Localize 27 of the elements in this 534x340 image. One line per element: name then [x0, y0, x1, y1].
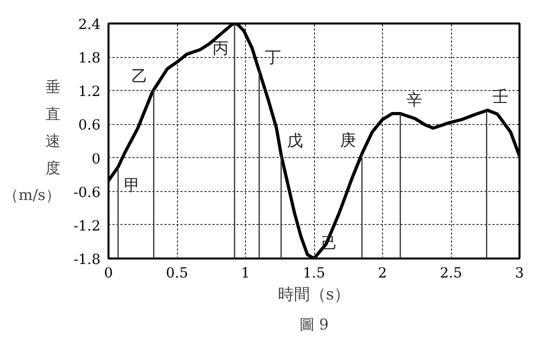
y-tick-label: -1.8 — [74, 252, 101, 268]
x-tick-label: 0.5 — [166, 266, 188, 282]
x-tick-label: 2.5 — [440, 266, 462, 282]
ref-line-label: 甲 — [124, 175, 140, 194]
x-tick-label: 2 — [378, 266, 387, 282]
x-tick-label: 3 — [515, 266, 524, 282]
x-tick-label: 1.5 — [302, 266, 326, 282]
x-axis-title: 時間（s） — [278, 284, 350, 304]
y-tick-label: 1.8 — [78, 50, 100, 67]
y-tick-label: -1.2 — [74, 218, 101, 234]
ref-line-label: 辛 — [406, 90, 422, 110]
ref-line-label: 乙 — [132, 66, 148, 86]
line-series — [108, 24, 520, 258]
x-tick-label: 0 — [104, 266, 113, 282]
y-tick-label: 0.6 — [78, 118, 101, 134]
y-tick-label: 2.4 — [78, 17, 101, 33]
y-axis-title: 垂直速度（m/s） — [4, 78, 61, 204]
ref-line-label: 丙 — [212, 38, 229, 58]
ref-line-label: 丁 — [265, 47, 282, 66]
y-tick-label: 0 — [92, 151, 101, 168]
ref-line-label: 戊 — [287, 131, 304, 150]
y-tick-label: 1.2 — [78, 84, 100, 100]
y-tick-label: -0.6 — [74, 184, 101, 201]
caption: 圖 9 — [299, 316, 329, 334]
ref-line-label: 庚 — [340, 130, 356, 150]
ref-line-label: 壬 — [492, 87, 509, 106]
x-tick-label: 1 — [241, 266, 250, 282]
